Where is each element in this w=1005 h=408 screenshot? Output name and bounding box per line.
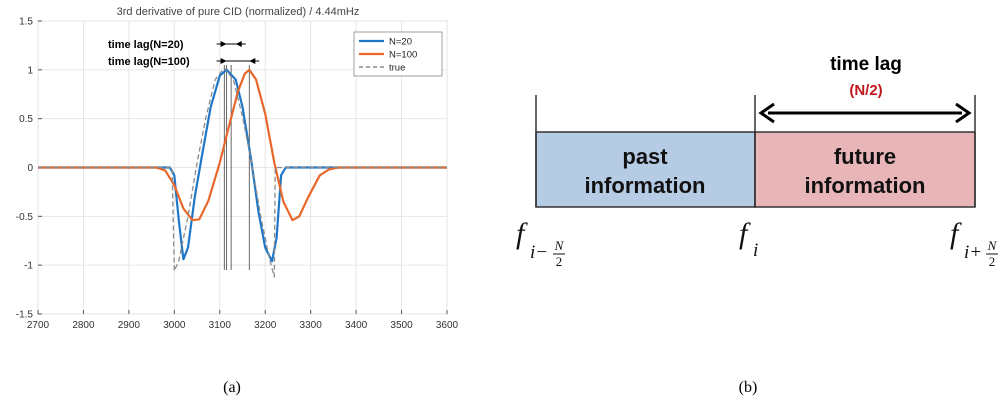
label-f-i-minus-n-half: f i− N 2 [516,217,565,269]
label-right-sub-prefix: i+ [964,242,982,263]
time-lag-title: time lag [830,54,902,75]
label-right-frac-num: N [987,238,998,253]
x-axis-ticks: 2700 2800 2900 3000 3100 3200 3300 3400 3500 3600 [27,310,459,331]
legend-label-n100: N=100 [389,50,417,61]
caption-b: (b) [739,379,758,396]
time-lag-subtitle: (N/2) [849,82,882,99]
chart-panel-a: 3rd derivative of pure CID (normalized) … [16,6,459,331]
y-tick-label: -1.5 [16,310,34,321]
label-f-i-plus-n-half: f i+ N 2 [950,217,998,269]
legend: N=20 N=100 true [353,31,443,77]
label-left-sub-prefix: i− [530,242,548,263]
label-mid-sub: i [753,240,758,261]
y-tick-label: 0.5 [19,114,33,125]
time-lag-diagram: time lag (N/2) past information future i… [516,54,998,269]
annotation-arrowhead-left [220,41,227,47]
x-tick-label: 3600 [436,320,459,331]
x-tick-label: 3500 [390,320,413,331]
future-label-line2: information [805,173,926,198]
annotation-arrowhead-right [235,41,242,47]
x-tick-label: 3200 [254,320,277,331]
label-f-i: f i [739,217,758,261]
x-tick-label: 3000 [163,320,186,331]
series-line-true [38,67,447,278]
x-tick-label: 2900 [118,320,141,331]
label-right-base: f [950,217,962,250]
time-lag-arrowhead-left [758,102,775,124]
label-left-base: f [516,217,528,250]
annotation-arrowhead-right [249,58,256,64]
annotation-arrows [216,41,260,64]
past-information-box [535,131,756,208]
x-tick-label: 3300 [300,320,323,331]
x-tick-label: 3400 [345,320,368,331]
series-lines [38,67,447,278]
label-left-frac-den: 2 [556,254,563,269]
x-tick-label: 3100 [209,320,232,331]
series-line-n-100 [38,68,447,222]
annotation-arrowhead-left [220,58,227,64]
chart-title: 3rd derivative of pure CID (normalized) … [117,6,360,18]
y-tick-label: 1 [27,65,33,76]
annotation-time-lag-n100: time lag(N=100) [108,56,190,68]
y-tick-label: 1.5 [19,17,33,28]
legend-label-true: true [389,63,405,74]
past-label-line1: past [622,144,668,169]
past-label-line2: information [585,173,706,198]
x-tick-label: 2700 [27,320,50,331]
y-tick-label: -1 [24,261,33,272]
x-tick-label: 2800 [72,320,95,331]
future-label-line1: future [834,144,896,169]
legend-label-n20: N=20 [389,37,412,48]
label-right-frac-den: 2 [989,254,996,269]
reference-lines [223,64,250,271]
annotation-time-lag-n20: time lag(N=20) [108,39,184,51]
y-tick-label: 0 [27,163,33,174]
time-lag-arrowhead-right [955,102,972,124]
y-tick-label: -0.5 [16,212,34,223]
label-left-frac-num: N [554,238,565,253]
label-mid-base: f [739,217,751,250]
caption-a: (a) [223,379,241,396]
